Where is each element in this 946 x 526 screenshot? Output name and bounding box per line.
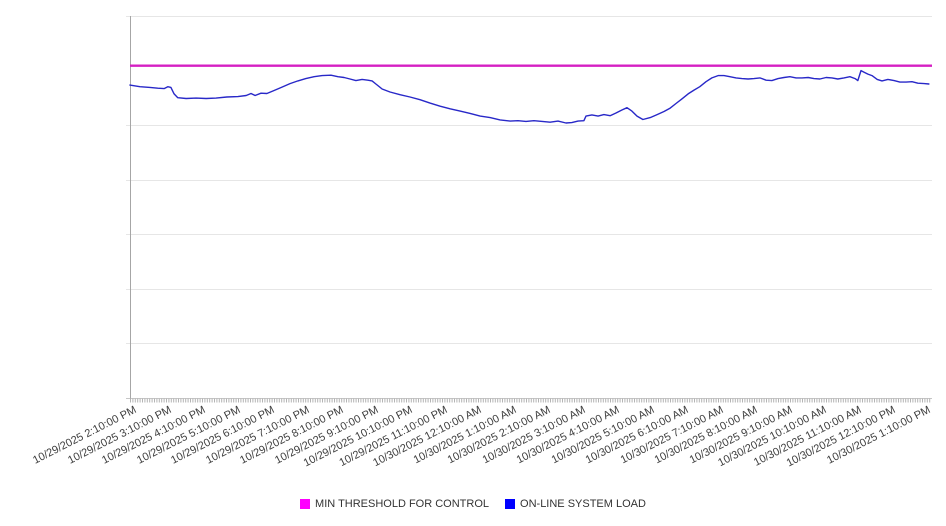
blue-swatch-icon — [505, 499, 516, 509]
legend-label-online-system-load: ON-LINE SYSTEM LOAD — [520, 498, 646, 510]
legend: MIN THRESHOLD FOR CONTROL ON-LINE SYSTEM… — [0, 498, 946, 510]
magenta-swatch-icon — [300, 499, 311, 509]
legend-item-online-system-load: ON-LINE SYSTEM LOAD — [505, 498, 646, 510]
x-axis-minor-ticks — [130, 398, 931, 403]
legend-item-min-threshold: MIN THRESHOLD FOR CONTROL — [300, 498, 489, 510]
online-system-load-line — [129, 69, 930, 124]
legend-label-min-threshold: MIN THRESHOLD FOR CONTROL — [315, 498, 490, 510]
